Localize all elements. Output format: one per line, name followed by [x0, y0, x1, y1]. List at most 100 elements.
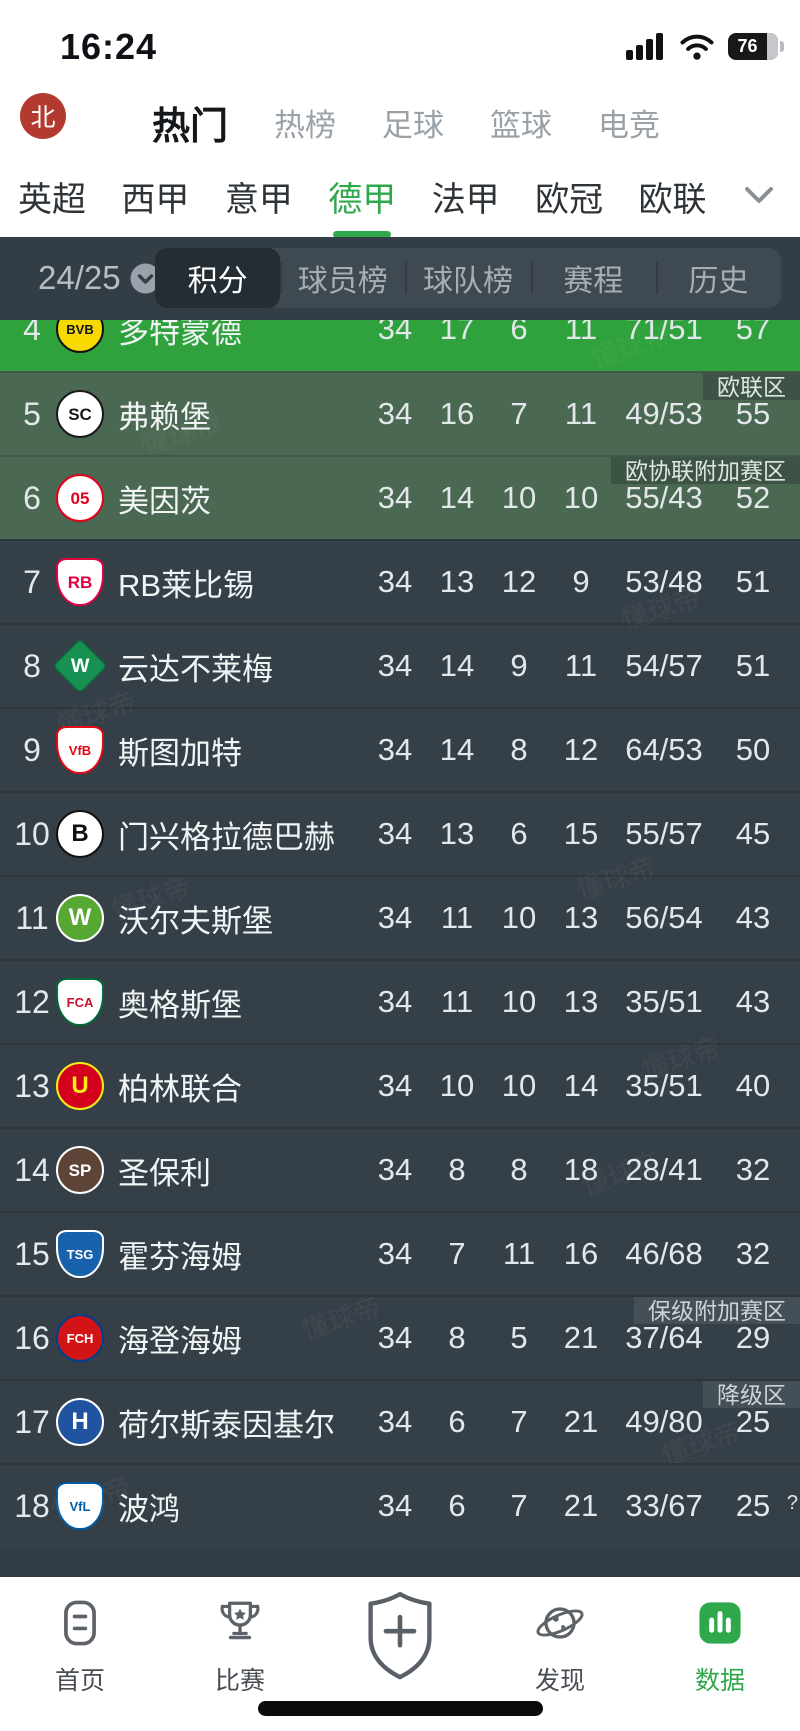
season-selector[interactable]: 24/25 — [38, 248, 161, 308]
table-row[interactable]: 欧协联附加赛区 6 05 美因茨 34 14 10 10 55/43 52 — [0, 455, 800, 539]
home-indicator[interactable] — [258, 1701, 543, 1716]
chevron-down-circle-icon — [130, 263, 161, 293]
points-cell: 45 — [716, 816, 790, 852]
table-row[interactable]: 4 BVB 多特蒙德 34 17 6 11 71/51 57 — [0, 320, 800, 371]
table-row[interactable]: 欧联区 5 SC 弗赖堡 34 16 7 11 49/53 55 — [0, 371, 800, 455]
team-name-cell: 云达不莱梅 — [118, 651, 273, 687]
wins-cell: 16 — [439, 396, 475, 431]
team-logo: FCA — [56, 978, 104, 1026]
points-value: 51 — [735, 564, 771, 599]
league-tab-4[interactable]: 德甲 — [328, 172, 396, 221]
points-cell: 29 — [716, 1320, 790, 1356]
league-tab-2[interactable]: 西甲 — [121, 180, 190, 219]
view-tab-4[interactable]: 赛程 — [530, 248, 656, 308]
goals-cell: 28/41 — [625, 1152, 703, 1187]
losses-cell: 11 — [564, 320, 598, 346]
view-tab-1[interactable]: 积分 — [155, 248, 281, 308]
battery-nub — [780, 41, 784, 52]
played-cell: 34 — [377, 564, 413, 599]
app-header: 北 热门 热榜 足球 篮球 电竞 — [0, 90, 800, 155]
view-tab-2[interactable]: 球员榜 — [280, 248, 405, 308]
team-logo: RB — [56, 558, 104, 606]
table-row[interactable]: 14 SP 圣保利 34 8 8 18 28/41 32 — [0, 1127, 800, 1211]
goals-cell: 55/43 — [625, 480, 703, 515]
points-cell: 50 — [716, 732, 790, 768]
primary-tab-5[interactable]: 电竞 — [598, 108, 661, 143]
wins-cell: 13 — [439, 816, 475, 851]
primary-tab-1[interactable]: 热门 — [152, 106, 229, 148]
status-bar: 16:24 76 — [0, 0, 800, 90]
battery-icon: 76 — [728, 33, 778, 60]
table-row[interactable]: 降级区 17 H 荷尔斯泰因基尔 34 6 7 21 49/80 25 — [0, 1379, 800, 1463]
table-row[interactable]: 7 RB RB莱比锡 34 13 12 9 53/48 51 — [0, 539, 800, 623]
points-value: 40 — [735, 1068, 771, 1103]
league-tab-6[interactable]: 欧冠 — [535, 180, 604, 219]
points-value: 55 — [735, 396, 771, 431]
wins-cell: 14 — [439, 480, 475, 515]
team-logo-monogram: 05 — [70, 488, 90, 508]
team-name-cell: 门兴格拉德巴赫 — [118, 819, 335, 855]
draws-cell: 6 — [510, 320, 528, 346]
points-cell: 55 — [716, 396, 790, 432]
losses-cell: 21 — [563, 1404, 599, 1439]
team-logo-monogram: FCH — [66, 1330, 94, 1346]
league-tab-7[interactable]: 欧联 — [638, 180, 707, 219]
draws-cell: 8 — [510, 1152, 528, 1187]
team-name-cell: 弗赖堡 — [118, 399, 211, 435]
view-tab-3[interactable]: 球队榜 — [405, 248, 530, 308]
zone-label: 欧联区 — [703, 373, 800, 400]
goals-cell: 55/57 — [625, 816, 703, 851]
wifi-icon — [680, 34, 714, 60]
table-row[interactable]: 15 TSG 霍芬海姆 34 7 11 16 46/68 32 — [0, 1211, 800, 1295]
losses-cell: 12 — [563, 732, 599, 767]
view-tab-5[interactable]: 历史 — [655, 248, 781, 308]
goals-cell: 35/51 — [625, 984, 703, 1019]
nav-item-比赛[interactable]: 比赛 — [160, 1577, 320, 1731]
table-row[interactable]: 保级附加赛区 16 FCH 海登海姆 34 8 5 21 37/64 29 — [0, 1295, 800, 1379]
table-row[interactable]: 8 W 云达不莱梅 34 14 9 11 54/57 51 — [0, 623, 800, 707]
nav-item-发现[interactable]: 发现 — [480, 1577, 640, 1731]
location-badge[interactable]: 北 — [20, 93, 66, 139]
chevron-down-icon[interactable] — [742, 184, 776, 208]
nav-item-数据[interactable]: 数据 — [640, 1577, 800, 1731]
team-logo-monogram: SC — [68, 404, 92, 424]
status-icons: 76 — [626, 32, 784, 61]
team-logo: VfB — [56, 726, 104, 774]
table-row[interactable]: 18 VfL 波鸿 34 6 7 21 33/67 25? — [0, 1463, 800, 1547]
rank-cell: 10 — [14, 815, 50, 852]
rank-cell: 14 — [14, 1151, 50, 1188]
points-cell: 57 — [716, 320, 790, 347]
league-tabs: 英超 西甲 意甲 德甲 法甲 欧冠 欧联 — [0, 155, 800, 237]
points-value: 32 — [735, 1236, 771, 1271]
team-logo-monogram: W — [70, 654, 90, 677]
losses-cell: 13 — [563, 900, 599, 935]
table-row[interactable]: 13 U 柏林联合 34 10 10 14 35/51 40 — [0, 1043, 800, 1127]
primary-tab-3[interactable]: 足球 — [382, 108, 445, 143]
table-row[interactable]: 12 FCA 奥格斯堡 34 11 10 13 35/51 43 — [0, 959, 800, 1043]
league-tab-1[interactable]: 英超 — [18, 180, 86, 219]
draws-cell: 7 — [510, 1404, 528, 1439]
losses-cell: 16 — [563, 1236, 599, 1271]
primary-tab-2[interactable]: 热榜 — [274, 108, 337, 143]
team-name-cell: 奥格斯堡 — [118, 987, 242, 1023]
team-logo: 05 — [56, 474, 104, 522]
primary-tab-4[interactable]: 篮球 — [490, 108, 553, 143]
losses-cell: 11 — [564, 648, 598, 683]
season-bar: 24/25 积分 球员榜 球队榜 赛程 历史 — [0, 248, 800, 308]
battery-empty-segment — [767, 33, 778, 60]
nav-item-add[interactable] — [320, 1577, 480, 1731]
league-tab-5[interactable]: 法甲 — [431, 180, 500, 219]
played-cell: 34 — [377, 816, 413, 851]
table-row[interactable]: 10 B 门兴格拉德巴赫 34 13 6 15 55/57 45 — [0, 791, 800, 875]
league-tab-3[interactable]: 意甲 — [224, 180, 293, 219]
losses-cell: 9 — [572, 564, 590, 599]
points-cell: 51 — [716, 564, 790, 600]
table-row[interactable]: 9 VfB 斯图加特 34 14 8 12 64/53 50 — [0, 707, 800, 791]
team-name-cell: 沃尔夫斯堡 — [118, 903, 273, 939]
nav-item-label: 首页 — [54, 1667, 105, 1695]
nav-item-首页[interactable]: 首页 — [0, 1577, 160, 1731]
points-cell: 32 — [716, 1236, 790, 1272]
wins-cell: 6 — [448, 1488, 466, 1523]
table-row[interactable]: 11 W 沃尔夫斯堡 34 11 10 13 56/54 43 — [0, 875, 800, 959]
played-cell: 34 — [377, 648, 413, 683]
